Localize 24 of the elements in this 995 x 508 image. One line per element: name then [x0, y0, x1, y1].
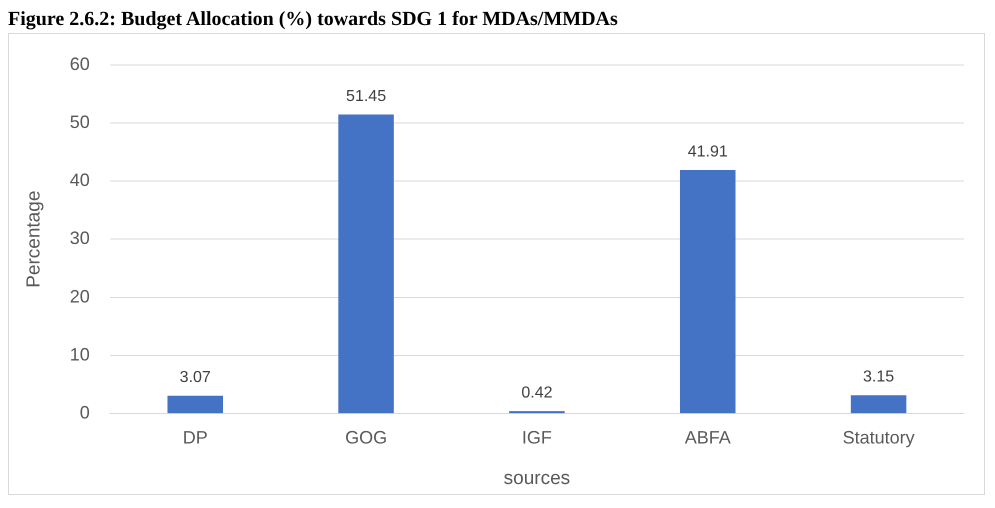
y-tick-label: 0: [80, 402, 90, 423]
x-axis-title: sources: [504, 468, 570, 489]
y-tick-label: 60: [70, 54, 90, 74]
x-tick-label: DP: [182, 427, 208, 448]
x-tick-label: Statutory: [842, 427, 915, 448]
x-tick-label: GOG: [345, 427, 388, 448]
data-label: 41.91: [688, 143, 728, 160]
data-label: 3.15: [863, 368, 894, 386]
y-tick-label: 50: [70, 112, 90, 132]
y-tick-label: 40: [70, 170, 90, 190]
data-label: 0.42: [521, 384, 553, 402]
x-tick-label: IGF: [522, 427, 552, 448]
data-label: 51.45: [346, 88, 386, 105]
bar: [338, 114, 394, 414]
bar: [850, 395, 906, 414]
y-tick-label: 30: [70, 228, 90, 248]
y-tick-label: 20: [70, 286, 90, 306]
y-tick-label: 10: [70, 344, 90, 364]
bar: [167, 396, 223, 414]
bar: [680, 170, 736, 414]
chart-title: Figure 2.6.2: Budget Allocation (%) towards SDG 1 for MDAs/MMDAs: [8, 8, 619, 31]
data-label: 3.07: [180, 369, 211, 386]
y-axis-title: Percentage: [24, 190, 45, 288]
x-tick-label: ABFA: [684, 427, 731, 448]
